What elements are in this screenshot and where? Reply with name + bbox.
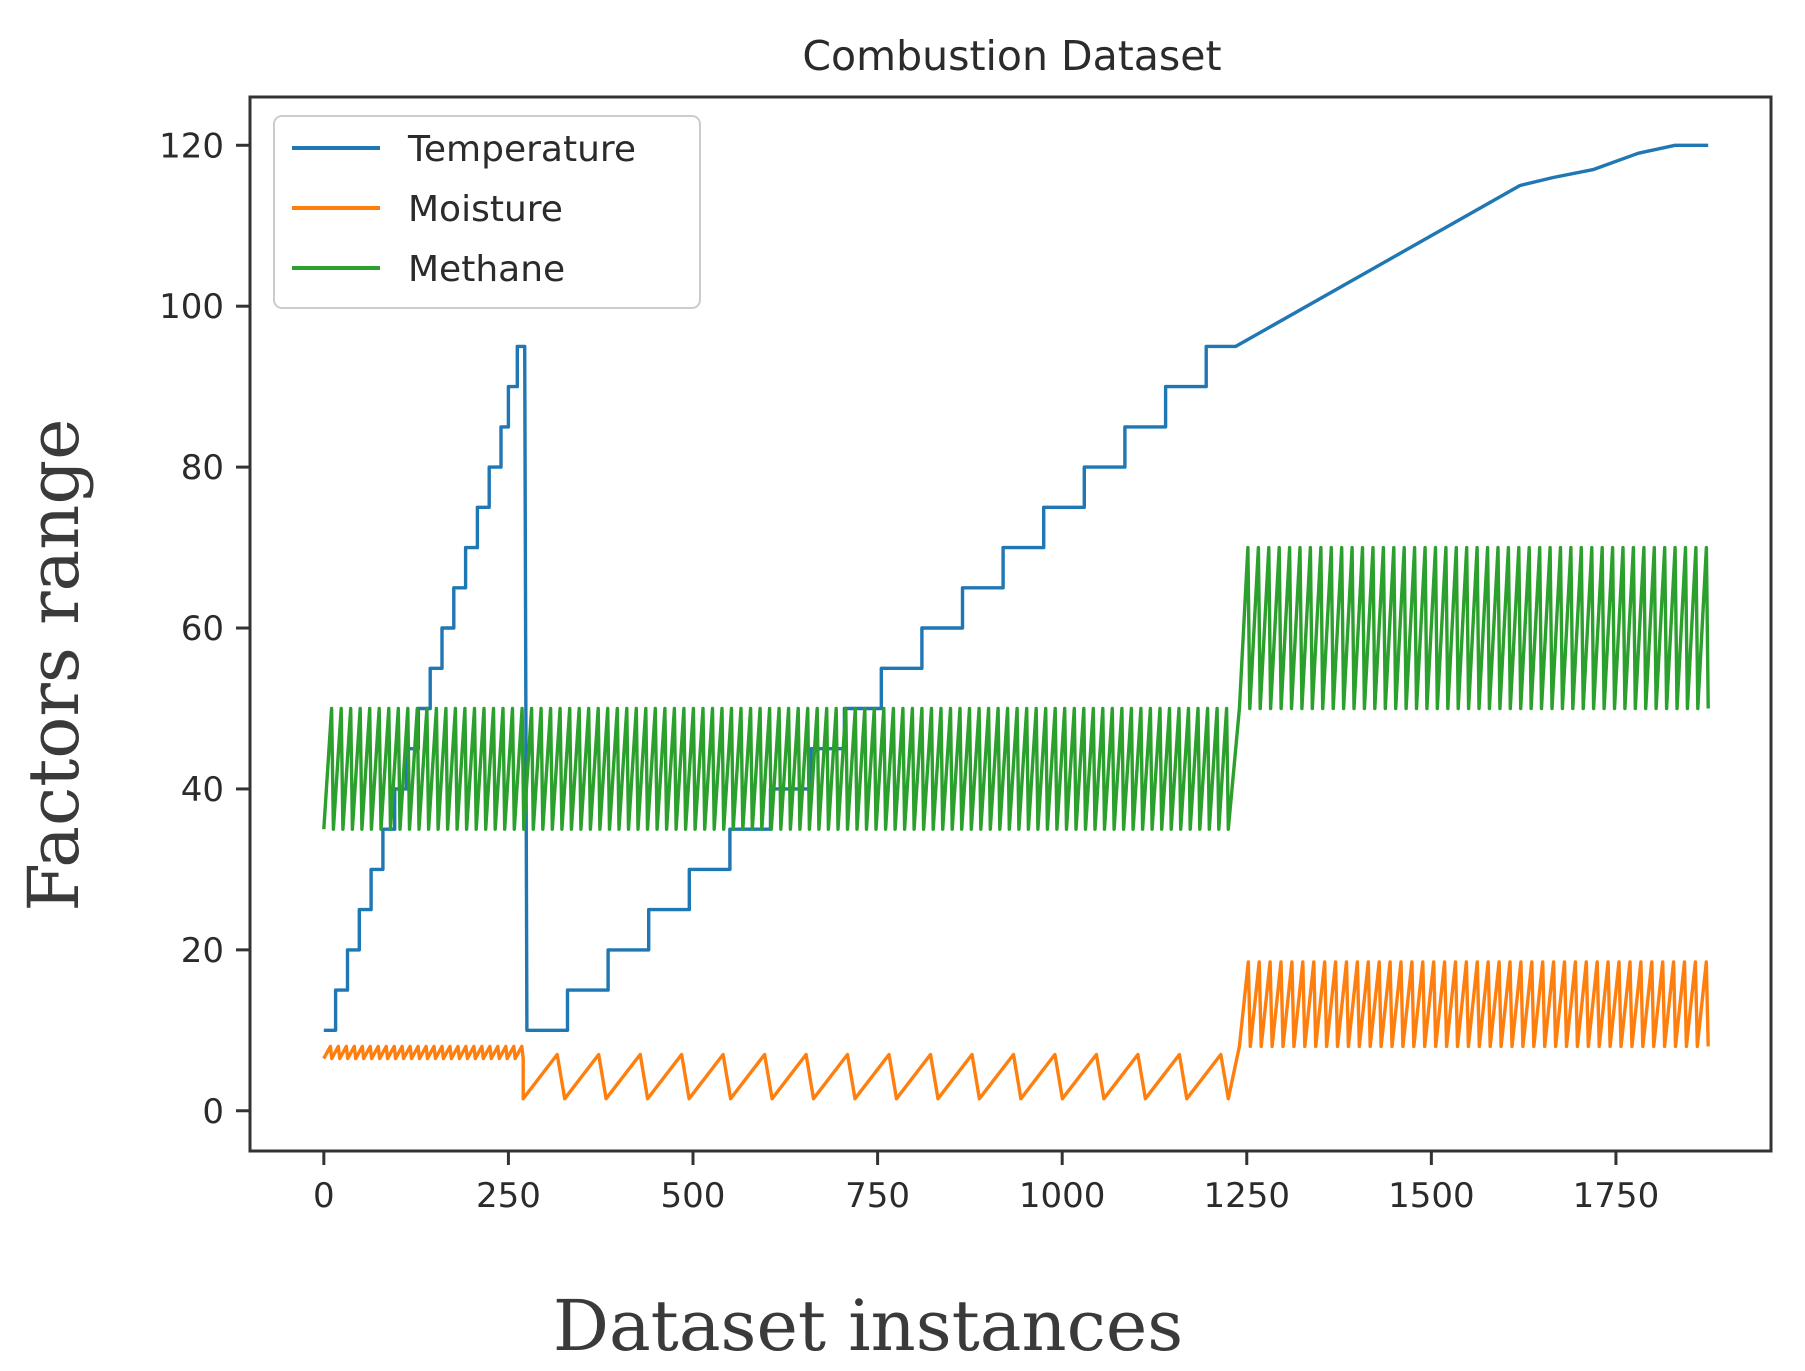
x-tick-label: 0 [313, 1176, 335, 1216]
legend-label-methane: Methane [408, 249, 565, 290]
y-tick-label: 20 [181, 931, 224, 971]
x-tick-label: 500 [661, 1176, 726, 1216]
legend-box [273, 115, 701, 309]
y-tick-label: 60 [181, 609, 224, 649]
y-tick-label: 0 [202, 1092, 224, 1132]
y-tick-label: 120 [159, 126, 224, 166]
series-line-moisture [322, 960, 1710, 1101]
x-tick-label: 250 [476, 1176, 541, 1216]
y-tick-label: 100 [159, 287, 224, 327]
x-axis-label: Dataset instances [553, 1285, 1183, 1367]
y-tick-label: 80 [181, 448, 224, 488]
y-tick-label: 40 [181, 770, 224, 810]
series-line-methane [322, 545, 1710, 831]
plot-area [248, 95, 1773, 1153]
x-tick-label: 1750 [1573, 1176, 1660, 1216]
x-tick-label: 1000 [1019, 1176, 1106, 1216]
chart-title: Combustion Dataset [802, 32, 1221, 80]
x-tick-label: 1250 [1204, 1176, 1291, 1216]
x-tick-label: 750 [845, 1176, 910, 1216]
legend-entries: Temperature Moisture Methane [292, 129, 636, 290]
x-tick-label: 1500 [1388, 1176, 1475, 1216]
series-line-temperature [323, 143, 1709, 1032]
legend-label-temperature: Temperature [407, 129, 636, 170]
y-axis-label: Factors range [13, 418, 95, 911]
y-axis: 0 20 40 60 80 100 120 [159, 126, 250, 1132]
legend: Temperature Moisture Methane [273, 115, 701, 309]
x-axis: 0 250 500 750 1000 1250 1500 1750 [313, 1151, 1659, 1216]
series-layer [322, 143, 1710, 1101]
legend-label-moisture: Moisture [408, 189, 563, 230]
